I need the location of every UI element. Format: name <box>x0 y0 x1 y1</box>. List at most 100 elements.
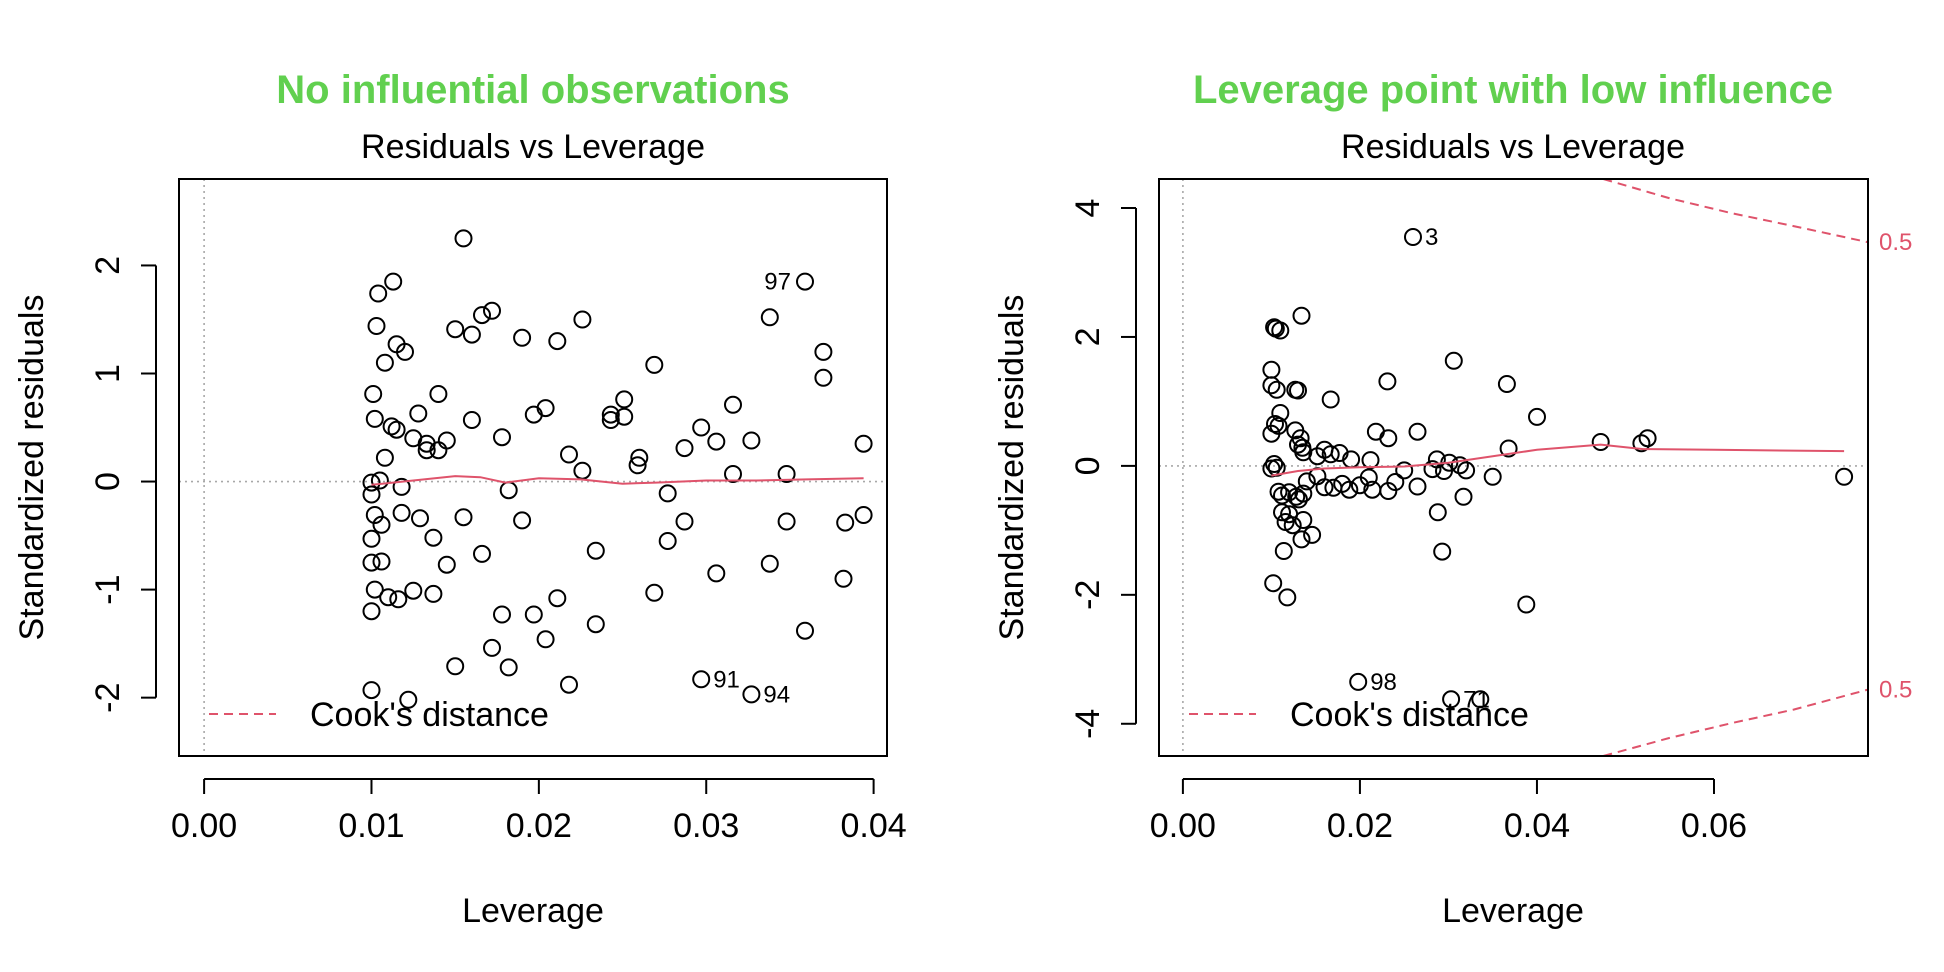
data-point <box>1471 690 1490 709</box>
data-point <box>548 332 567 351</box>
data-point <box>1349 672 1368 691</box>
chart-title: Residuals vs Leverage <box>361 128 705 166</box>
data-point <box>1321 390 1340 409</box>
data-point <box>707 432 726 451</box>
data-point <box>399 690 418 709</box>
data-point <box>1638 429 1657 448</box>
data-point <box>1408 422 1427 441</box>
data-point <box>1264 574 1283 593</box>
data-point <box>814 368 833 387</box>
data-point <box>1428 503 1447 522</box>
data-point <box>742 431 761 450</box>
y-tick-label: 4 <box>1069 199 1107 218</box>
data-point <box>365 506 384 524</box>
data-point <box>586 615 605 634</box>
y-tick-label: -2 <box>1069 580 1107 610</box>
plot-area <box>179 179 887 756</box>
data-point <box>1517 595 1536 614</box>
data-point <box>365 580 384 599</box>
data-point <box>1294 511 1313 529</box>
data-point <box>1271 404 1290 422</box>
data-point <box>437 555 456 574</box>
data-point <box>630 448 649 467</box>
data-point <box>1499 439 1518 458</box>
data-point <box>379 588 398 607</box>
data-point <box>1497 375 1516 393</box>
data-point <box>375 353 394 372</box>
data-point <box>1267 380 1286 399</box>
data-point <box>483 301 501 320</box>
data-point <box>365 409 384 428</box>
data-point <box>437 431 456 450</box>
data-point <box>1457 461 1476 480</box>
data-point <box>1283 516 1302 535</box>
x-tick-label: 0.02 <box>1327 807 1393 845</box>
cooks-distance-contour <box>1603 688 1868 756</box>
plot-area <box>1159 179 1868 756</box>
data-point <box>1444 351 1463 370</box>
data-point <box>1408 477 1427 496</box>
data-point <box>1404 228 1422 246</box>
data-point <box>573 310 592 329</box>
data-point <box>796 272 814 291</box>
data-point <box>513 328 532 347</box>
y-tick-label: 1 <box>89 364 127 383</box>
legend-label: Cook's distance <box>310 696 549 734</box>
data-point <box>675 512 694 531</box>
panel-suptitle: Leverage point with low influence <box>1193 68 1833 112</box>
data-point <box>524 605 543 624</box>
data-point <box>392 503 411 522</box>
data-point <box>777 512 796 531</box>
data-point <box>367 317 386 335</box>
plot-frame <box>1158 178 1869 757</box>
x-tick-label: 0.01 <box>338 807 404 845</box>
data-point <box>362 529 381 548</box>
data-point <box>1303 525 1322 544</box>
data-point <box>1378 372 1397 391</box>
point-label: 94 <box>763 681 790 708</box>
data-point <box>854 506 873 524</box>
data-point <box>1395 461 1414 480</box>
data-point <box>692 670 711 689</box>
data-point <box>446 320 465 339</box>
data-point <box>1483 467 1502 486</box>
data-point <box>1632 434 1651 453</box>
data-point <box>1528 407 1546 426</box>
data-point <box>362 473 381 492</box>
data-point <box>601 405 620 424</box>
data-point <box>362 553 381 572</box>
panel-suptitle: No influential observations <box>276 68 789 112</box>
data-point <box>707 564 726 583</box>
data-point <box>493 428 511 447</box>
x-tick-label: 0.06 <box>1681 807 1747 845</box>
data-point <box>675 439 694 458</box>
data-point <box>1292 306 1311 325</box>
data-point <box>645 355 664 374</box>
data-point <box>1386 473 1405 491</box>
data-point <box>1423 460 1442 479</box>
y-tick-label: 0 <box>1069 456 1107 475</box>
y-axis-label: Standardized residuals <box>993 295 1031 641</box>
data-point <box>462 411 481 429</box>
data-point <box>814 342 833 361</box>
data-point <box>760 554 779 573</box>
data-point <box>1262 459 1281 478</box>
data-point <box>658 532 677 550</box>
data-point <box>1265 455 1284 473</box>
x-axis-label: Leverage <box>462 892 604 930</box>
data-point <box>1361 451 1380 470</box>
data-point <box>473 306 491 325</box>
x-axis-label: Leverage <box>1442 892 1584 930</box>
data-point <box>375 448 394 467</box>
data-point <box>1292 530 1311 549</box>
y-tick-label: 2 <box>89 256 127 275</box>
data-point <box>372 515 391 534</box>
data-point <box>493 605 511 624</box>
data-point <box>1359 468 1378 487</box>
data-point <box>362 485 381 504</box>
data-point <box>396 342 414 361</box>
data-point <box>1267 458 1286 477</box>
data-point <box>586 541 605 560</box>
data-point <box>724 395 742 414</box>
